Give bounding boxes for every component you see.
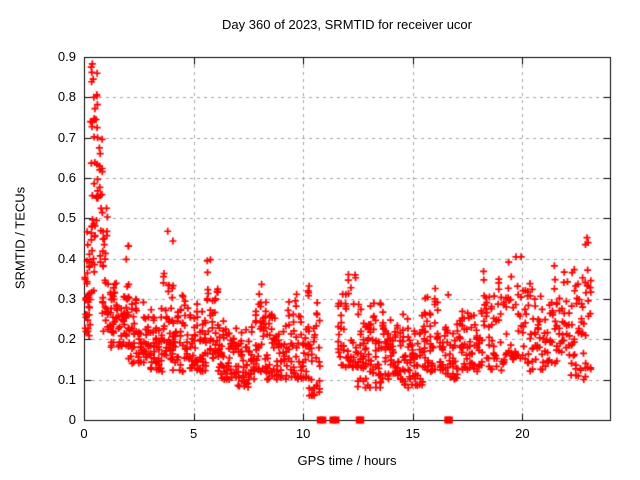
y-axis-label: SRMTID / TECUs xyxy=(12,186,28,290)
x-tick-label: 10 xyxy=(295,426,311,441)
y-tick-label: 0.6 xyxy=(57,170,76,185)
y-tick-label: 0.8 xyxy=(57,89,76,105)
y-tick-label: 0.1 xyxy=(57,371,76,387)
y-tick-label: 0.2 xyxy=(57,331,76,347)
y-tick-label: 0.4 xyxy=(57,250,76,266)
y-tick-label: 0 xyxy=(68,412,76,427)
x-axis-label: GPS time / hours xyxy=(297,453,397,468)
y-tick-label: 0.3 xyxy=(57,291,76,306)
x-tick-label: 5 xyxy=(189,426,198,441)
y-tick-label: 0.7 xyxy=(57,129,76,145)
y-tick-label: 0.9 xyxy=(57,49,76,64)
chart-title: Day 360 of 2023, SRMTID for receiver uco… xyxy=(222,17,472,32)
x-tick-label: 15 xyxy=(405,426,420,441)
x-tick-label: 0 xyxy=(80,426,88,441)
y-tick-label: 0.5 xyxy=(57,210,76,226)
x-tick-label: 20 xyxy=(515,426,530,441)
